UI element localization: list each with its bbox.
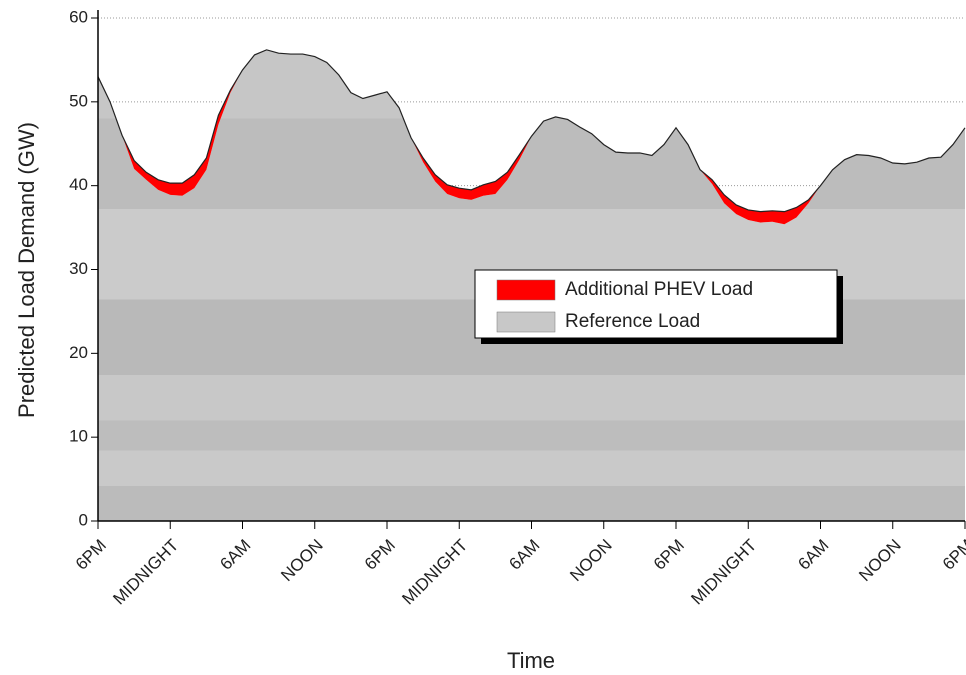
x-tick-label: MIDNIGHT xyxy=(687,536,760,609)
x-tick-label: 6AM xyxy=(505,536,543,574)
x-tick-label: 6PM xyxy=(650,536,688,574)
y-tick-label: 30 xyxy=(69,259,88,278)
legend-label: Additional PHEV Load xyxy=(565,279,753,300)
x-tick-label: 6PM xyxy=(361,536,399,574)
x-tick-label: NOON xyxy=(566,536,615,585)
x-tick-label: 6AM xyxy=(216,536,254,574)
legend-swatch xyxy=(496,311,556,333)
x-axis-title: Time xyxy=(507,648,555,673)
y-axis-title: Predicted Load Demand (GW) xyxy=(14,122,39,418)
x-tick-label: MIDNIGHT xyxy=(109,536,182,609)
y-tick-label: 10 xyxy=(69,427,88,446)
x-tick-label: MIDNIGHT xyxy=(398,536,471,609)
y-tick-label: 20 xyxy=(69,343,88,362)
y-tick-label: 40 xyxy=(69,175,88,194)
legend: Additional PHEV Load Reference Load xyxy=(474,269,843,344)
x-tick-label: 6PM xyxy=(939,536,966,574)
legend-swatch xyxy=(496,279,556,301)
y-tick-label: 60 xyxy=(69,7,88,26)
x-tick-label: 6PM xyxy=(72,536,110,574)
outline xyxy=(97,49,966,213)
legend-label: Reference Load xyxy=(565,311,700,332)
y-tick-label: 50 xyxy=(69,91,88,110)
x-tick-label: NOON xyxy=(277,536,326,585)
x-tick-label: NOON xyxy=(855,536,904,585)
y-tick-label: 0 xyxy=(79,510,88,529)
x-tick-label: 6AM xyxy=(794,536,832,574)
